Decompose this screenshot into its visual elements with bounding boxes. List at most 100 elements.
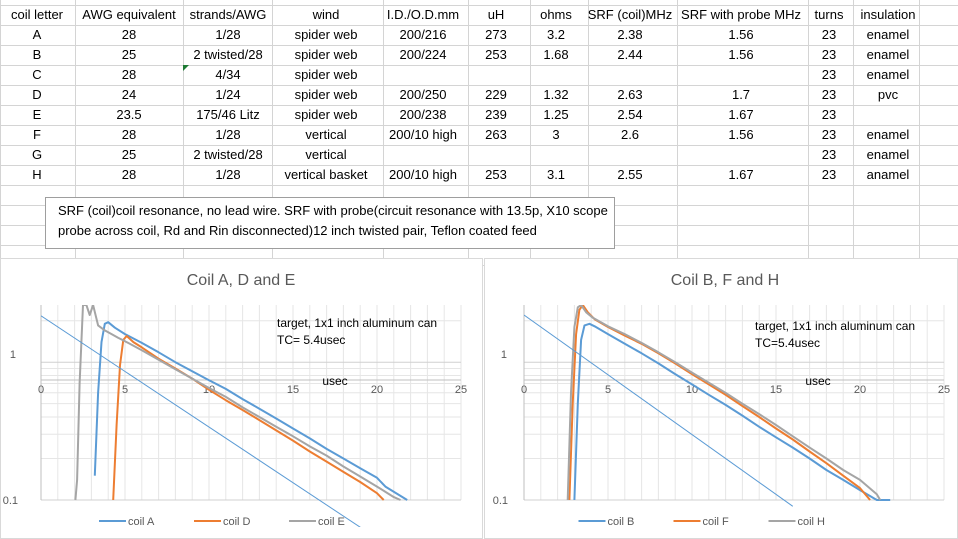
header-cell[interactable]: insulation bbox=[860, 7, 916, 22]
table-cell[interactable]: enamel bbox=[866, 47, 910, 62]
table-cell[interactable]: 23 bbox=[821, 47, 837, 62]
table-cell[interactable]: 28 bbox=[121, 167, 137, 182]
table-cell[interactable]: 3 bbox=[552, 127, 560, 142]
table-cell[interactable]: F bbox=[33, 127, 41, 142]
table-cell[interactable]: 1.56 bbox=[728, 127, 754, 142]
table-cell[interactable]: vertical bbox=[305, 147, 347, 162]
table-cell[interactable]: 253 bbox=[485, 47, 507, 62]
table-cell[interactable]: 1.56 bbox=[728, 27, 754, 42]
table-cell[interactable]: 3.2 bbox=[546, 27, 566, 42]
header-cell[interactable]: coil letter bbox=[10, 7, 64, 22]
table-cell[interactable]: 2.44 bbox=[617, 47, 643, 62]
table-cell[interactable]: E bbox=[32, 107, 42, 122]
table-cell[interactable]: spider web bbox=[294, 87, 358, 102]
table-cell[interactable]: 2.55 bbox=[617, 167, 643, 182]
table-cell[interactable]: 25 bbox=[121, 47, 137, 62]
table-cell[interactable]: 1/28 bbox=[215, 27, 241, 42]
table-cell[interactable]: 23 bbox=[821, 67, 837, 82]
legend-item[interactable]: coil H bbox=[768, 516, 826, 528]
table-cell[interactable]: 1.67 bbox=[728, 167, 754, 182]
header-cell[interactable]: wind bbox=[312, 7, 340, 22]
table-cell[interactable]: 1.67 bbox=[728, 107, 754, 122]
table-cell[interactable]: 1.7 bbox=[731, 87, 751, 102]
table-cell[interactable]: 24 bbox=[121, 87, 137, 102]
header-cell[interactable]: AWG equivalent bbox=[82, 7, 176, 22]
legend-item[interactable]: coil E bbox=[289, 516, 345, 528]
table-cell[interactable]: 200/250 bbox=[399, 87, 447, 102]
table-cell[interactable]: 1.32 bbox=[543, 87, 569, 102]
table-cell[interactable]: 239 bbox=[485, 107, 507, 122]
table-cell[interactable]: H bbox=[32, 167, 42, 182]
chart-coil-b-f-h[interactable]: Coil B, F and H 0 5 10 15 20 25 1 0.1 usec target,… bbox=[484, 258, 958, 539]
table-cell[interactable]: 23 bbox=[821, 27, 837, 42]
table-cell[interactable]: spider web bbox=[294, 27, 358, 42]
table-cell[interactable]: enamel bbox=[866, 147, 910, 162]
table-cell[interactable]: 4/34 bbox=[215, 67, 241, 82]
header-cell[interactable]: turns bbox=[814, 7, 844, 22]
header-cell[interactable]: I.D./O.D.mm bbox=[386, 7, 460, 22]
table-cell[interactable]: D bbox=[32, 87, 42, 102]
table-cell[interactable]: 1.25 bbox=[543, 107, 569, 122]
table-cell[interactable]: 23 bbox=[821, 107, 837, 122]
table-cell[interactable]: enamel bbox=[866, 127, 910, 142]
table-cell[interactable]: 23 bbox=[821, 87, 837, 102]
header-cell[interactable]: uH bbox=[487, 7, 505, 22]
table-cell[interactable]: vertical basket bbox=[284, 167, 368, 182]
table-cell[interactable]: 23 bbox=[821, 167, 837, 182]
table-cell[interactable]: 28 bbox=[121, 27, 137, 42]
table-cell[interactable]: 28 bbox=[121, 127, 137, 142]
table-cell[interactable]: 23 bbox=[821, 127, 837, 142]
table-cell[interactable]: anamel bbox=[866, 167, 910, 182]
table-cell[interactable]: 273 bbox=[485, 27, 507, 42]
table-cell[interactable]: spider web bbox=[294, 47, 358, 62]
table-cell[interactable]: G bbox=[31, 147, 43, 162]
table-cell[interactable]: 2.38 bbox=[617, 27, 643, 42]
table-cell[interactable]: 1/28 bbox=[215, 167, 241, 182]
header-cell[interactable]: ohms bbox=[540, 7, 572, 22]
table-cell[interactable]: 200/224 bbox=[399, 47, 447, 62]
table-cell[interactable]: 1.68 bbox=[543, 47, 569, 62]
table-cell[interactable]: spider web bbox=[294, 107, 358, 122]
table-cell[interactable]: 200/216 bbox=[399, 27, 447, 42]
header-cell[interactable]: strands/AWG bbox=[189, 7, 267, 22]
legend-item[interactable]: coil D bbox=[194, 516, 251, 528]
table-cell[interactable]: 175/46 Litz bbox=[196, 107, 260, 122]
table-cell[interactable]: 3.1 bbox=[546, 167, 566, 182]
table-cell[interactable]: 229 bbox=[485, 87, 507, 102]
table-cell[interactable]: 2 twisted/28 bbox=[193, 47, 263, 62]
table-cell[interactable]: 2 twisted/28 bbox=[193, 147, 263, 162]
chart-title: Coil B, F and H bbox=[671, 272, 779, 289]
table-cell[interactable]: 1/28 bbox=[215, 127, 241, 142]
table-cell[interactable]: 200/10 high bbox=[389, 127, 457, 142]
chart-coil-a-d-e[interactable]: Coil A, D and E 0 5 10 15 20 25 1 0.1 usec target,… bbox=[0, 258, 483, 539]
table-cell[interactable]: 2.54 bbox=[617, 107, 643, 122]
legend-item[interactable]: coil A bbox=[99, 516, 155, 528]
table-cell[interactable]: 1/24 bbox=[215, 87, 241, 102]
legend-item[interactable]: coil B bbox=[578, 516, 635, 528]
table-cell[interactable]: 1.56 bbox=[728, 47, 754, 62]
table-cell[interactable]: 253 bbox=[485, 167, 507, 182]
table-cell[interactable]: B bbox=[32, 47, 42, 62]
header-cell[interactable]: SRF with probe MHz bbox=[681, 7, 801, 22]
table-cell[interactable]: 2.63 bbox=[617, 87, 643, 102]
table-cell[interactable]: vertical bbox=[305, 127, 347, 142]
header-cell[interactable]: SRF (coil)MHz bbox=[587, 7, 673, 22]
table-cell[interactable]: C bbox=[32, 67, 42, 82]
chart-annotation: target, 1x1 inch aluminum can bbox=[755, 319, 915, 333]
table-cell[interactable]: 200/10 high bbox=[389, 167, 457, 182]
chart-annotation: target, 1x1 inch aluminum can bbox=[277, 316, 437, 330]
table-cell[interactable]: enamel bbox=[866, 67, 910, 82]
table-cell[interactable]: spider web bbox=[294, 67, 358, 82]
table-cell[interactable]: enamel bbox=[866, 27, 910, 42]
table-cell[interactable]: 2.6 bbox=[620, 127, 640, 142]
table-cell[interactable]: pvc bbox=[877, 87, 899, 102]
note-textbox[interactable]: SRF (coil)coil resonance, no lead wire. … bbox=[45, 197, 615, 249]
table-cell[interactable]: 23 bbox=[821, 147, 837, 162]
table-cell[interactable]: 25 bbox=[121, 147, 137, 162]
table-cell[interactable]: 200/238 bbox=[399, 107, 447, 122]
table-cell[interactable]: A bbox=[32, 27, 42, 42]
table-cell[interactable]: 263 bbox=[485, 127, 507, 142]
table-cell[interactable]: 23.5 bbox=[116, 107, 142, 122]
legend-item[interactable]: coil F bbox=[673, 516, 730, 528]
table-cell[interactable]: 28 bbox=[121, 67, 137, 82]
